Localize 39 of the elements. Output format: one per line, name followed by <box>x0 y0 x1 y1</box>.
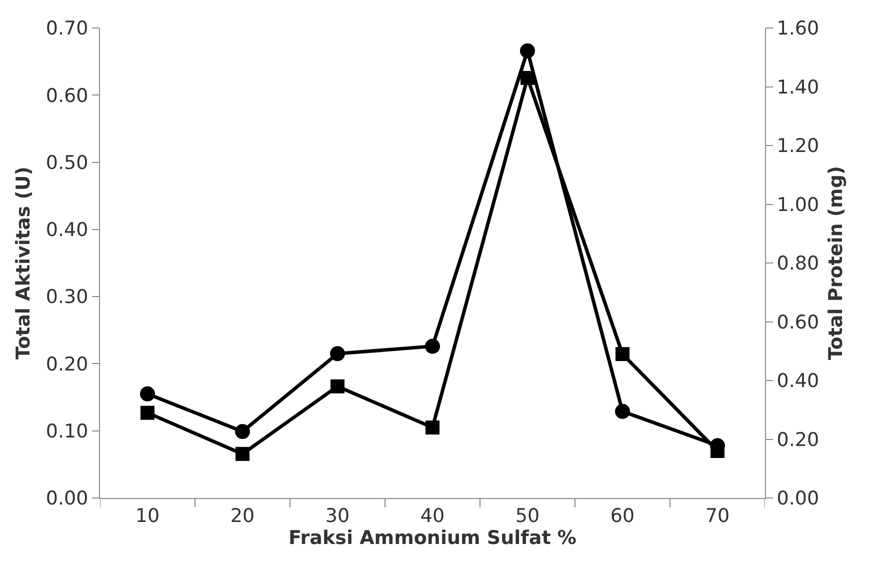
x-tick-label: 60 <box>610 504 635 527</box>
point <box>330 379 344 394</box>
y-tick-label: 0.20 <box>46 353 88 376</box>
point <box>140 406 154 420</box>
y2-tick-label: 1.20 <box>776 135 820 158</box>
y-tick-label: 0.40 <box>46 219 88 242</box>
y2-tick-label: 0.60 <box>776 311 820 334</box>
y2-tick-label: 1.60 <box>776 18 820 40</box>
point <box>426 420 440 434</box>
y2-tick-label: 0.20 <box>776 428 820 451</box>
y2-tick-label: 0.40 <box>776 370 820 392</box>
y2-tick-label: 0.00 <box>776 488 820 510</box>
y-tick-label: 0.50 <box>46 152 88 174</box>
y2-axis-title: Total Protein (mg) <box>824 166 847 360</box>
y2-tick-label: 0.80 <box>776 252 820 275</box>
x-tick-label: 70 <box>705 504 730 527</box>
point <box>615 404 630 419</box>
point <box>330 346 345 362</box>
point <box>425 338 440 354</box>
x-tick-label: 40 <box>420 504 445 527</box>
point <box>520 43 535 58</box>
y-tick-label: 0.00 <box>46 488 88 510</box>
y-tick-label: 0.60 <box>46 84 88 107</box>
y2-tick-label: 1.00 <box>776 194 820 216</box>
y-tick-label: 0.10 <box>46 420 88 443</box>
point <box>616 347 630 362</box>
y-axis-title: Total Aktivitas (U) <box>12 166 35 360</box>
y2-tick-label: 1.40 <box>776 76 820 98</box>
y-tick-label: 0.30 <box>46 286 88 308</box>
x-tick-label: 20 <box>230 504 255 527</box>
point <box>520 70 534 85</box>
point <box>236 446 250 461</box>
x-tick-label: 50 <box>515 504 540 527</box>
x-tick-label: 10 <box>135 504 160 527</box>
y-tick-label: 0.70 <box>46 18 88 40</box>
x-tick-label: 30 <box>325 504 350 527</box>
point <box>235 424 250 440</box>
x-axis-title: Fraksi Ammonium Sulfat % <box>288 526 576 549</box>
point <box>140 386 155 402</box>
